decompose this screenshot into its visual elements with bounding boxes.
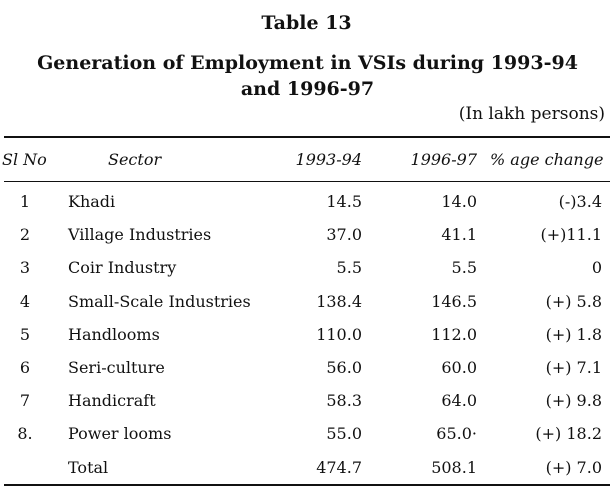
table-bottom-rule [4,484,610,486]
table-row: 8. Power looms 55.0 65.0· (+) 18.2 [0,417,613,450]
row-percent-change: (+) 9.8 [545,391,602,411]
row-sl-no: 8. [17,424,33,444]
row-percent-change: (-)3.4 [558,192,602,211]
row-sector: Handicraft [68,391,156,411]
row-sector: Handlooms [68,324,160,344]
row-sector: Small-Scale Industries [68,291,251,311]
header-percent-change: % age change [490,150,604,169]
header-sl-no: Sl No [2,150,47,169]
row-value-1996-97: 14.0 [441,192,477,211]
row-value-1996-97: 60.0 [441,358,477,377]
table-row: 1 Khadi 14.5 14.0 (-)3.4 [0,185,613,218]
header-year-1996-97: 1996-97 [410,150,477,169]
row-value-1996-97: 112.0 [431,324,477,344]
row-value-1996-97: 508.1 [431,457,477,477]
row-sl-no: 2 [19,225,31,245]
row-sl-no: 4 [19,291,31,311]
header-sector: Sector [108,150,162,169]
row-percent-change: (+) 5.8 [545,291,602,311]
row-percent-change: (+) 18.2 [535,424,602,444]
row-sector: Khadi [68,192,116,211]
table-number: Table 13 [261,12,352,34]
row-sector: Village Industries [68,225,212,245]
table-title: Generation of Employment in VSIs during … [37,52,578,100]
table-row: Total 474.7 508.1 (+) 7.0 [0,451,613,484]
table-row: 7 Handicraft 58.3 64.0 (+) 9.8 [0,384,613,417]
row-sector: Coir Industry [68,258,177,278]
row-value-1996-97: 64.0 [441,391,477,411]
header-year-1993-94: 1993-94 [295,150,362,169]
row-percent-change: (+)11.1 [540,225,602,245]
row-sector: Power looms [68,424,172,444]
row-value-1993-94: 110.0 [316,324,362,344]
row-value-1993-94: 5.5 [336,258,362,278]
row-value-1996-97: 5.5 [451,258,477,278]
table-header-row: Sl No Sector 1993-94 1996-97 % age chang… [0,143,613,176]
row-percent-change: (+) 1.8 [545,324,602,344]
table-header-rule [4,181,610,182]
table-row: 3 Coir Industry 5.5 5.5 0 [0,251,613,284]
row-sector: Total [68,457,109,477]
table-row: 2 Village Industries 37.0 41.1 (+)11.1 [0,218,613,251]
row-sl-no [0,451,50,484]
row-value-1993-94: 14.5 [326,192,362,211]
row-value-1993-94: 58.3 [326,391,362,411]
row-value-1996-97: 146.5 [431,291,477,311]
unit-note: (In lakh persons) [458,104,605,124]
row-sl-no: 7 [19,391,31,411]
row-value-1993-94: 37.0 [326,225,362,245]
table-row: 5 Handlooms 110.0 112.0 (+) 1.8 [0,318,613,351]
row-value-1993-94: 474.7 [316,457,362,477]
row-value-1993-94: 56.0 [326,358,362,377]
table-row: 4 Small-Scale Industries 138.4 146.5 (+) 5.8 [0,285,613,318]
row-percent-change: 0 [591,258,602,278]
row-value-1993-94: 138.4 [316,291,362,311]
row-sl-no: 6 [19,358,31,377]
row-percent-change: (+) 7.0 [545,457,602,477]
table-top-rule [4,136,610,138]
row-sl-no: 5 [19,324,31,344]
row-value-1993-94: 55.0 [326,424,362,444]
row-sl-no: 3 [19,258,31,278]
table-row: 6 Seri-culture 56.0 60.0 (+) 7.1 [0,351,613,384]
row-value-1996-97: 65.0· [436,424,477,444]
row-sl-no: 1 [19,192,31,211]
row-percent-change: (+) 7.1 [545,358,602,377]
row-value-1996-97: 41.1 [441,225,477,245]
row-sector: Seri-culture [68,358,165,377]
